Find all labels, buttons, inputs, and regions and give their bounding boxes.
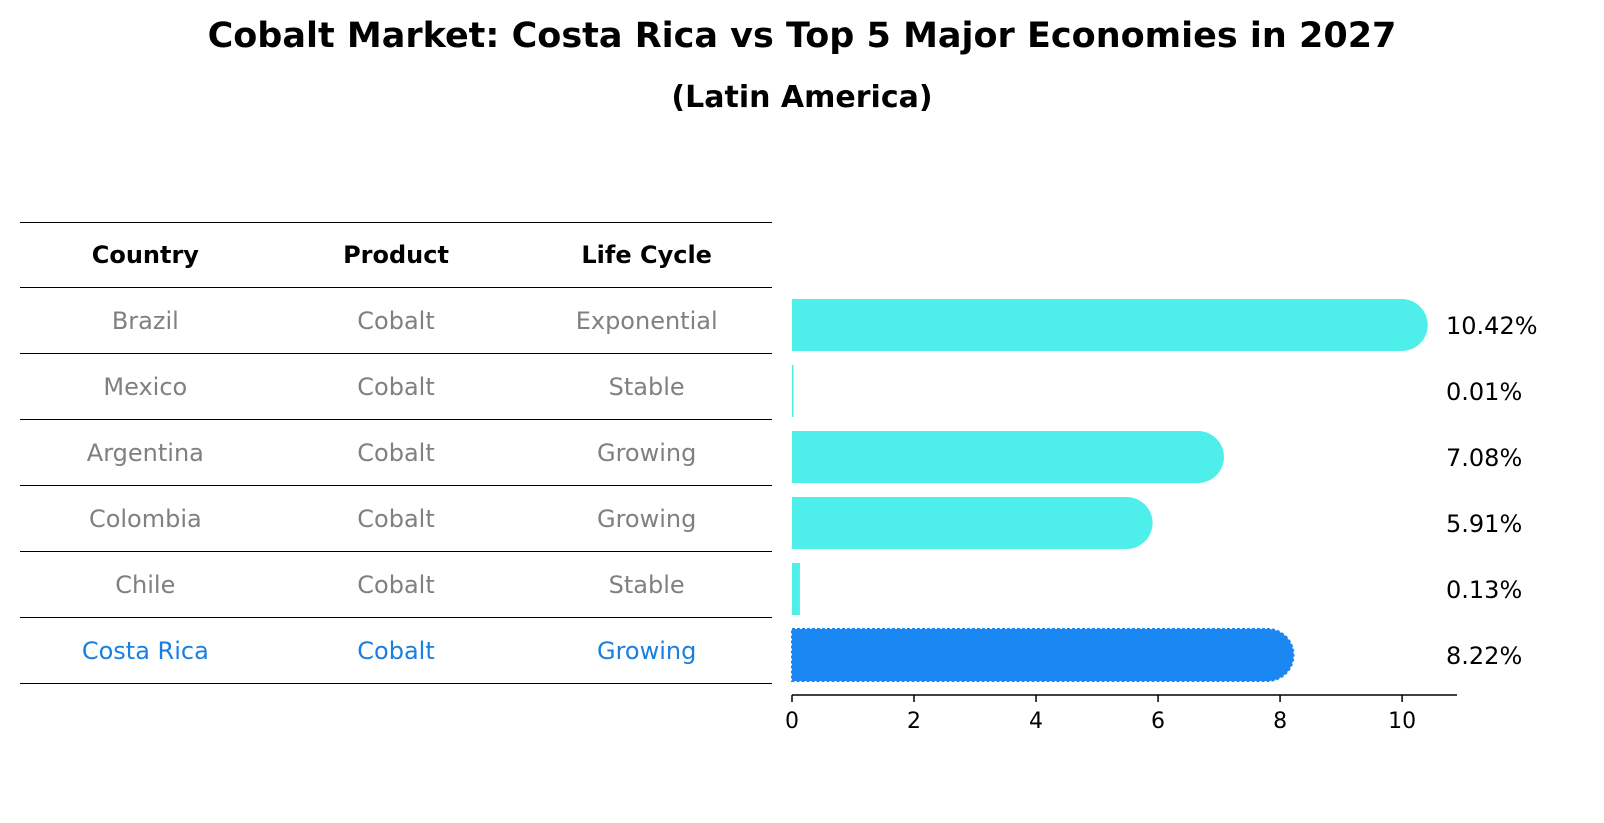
chart-subtitle: (Latin America)	[671, 80, 933, 115]
x-tick-label: 2	[907, 709, 921, 730]
cell-country: Argentina	[86, 438, 204, 467]
value-label: 0.13%	[1446, 576, 1522, 604]
bar-costa-rica	[791, 628, 1295, 682]
value-label: 8.22%	[1446, 642, 1522, 670]
header-country: Country	[91, 241, 199, 269]
table-row: Argentina Cobalt Growing	[20, 420, 772, 486]
x-tick-label: 10	[1388, 709, 1416, 730]
data-table: Country Product Life Cycle Brazil Cobalt…	[20, 222, 772, 684]
x-tick-label: 8	[1273, 709, 1287, 730]
cell-country: Brazil	[111, 306, 179, 335]
cell-product: Cobalt	[357, 306, 435, 335]
bar-mexico	[792, 365, 794, 417]
x-tick-label: 4	[1029, 709, 1043, 730]
cell-country: Colombia	[88, 504, 202, 533]
bar-chart: 10.42% 0.01% 7.08% 5.91% 0.13% 8.22% 0 2 4 6 8 10	[785, 299, 1538, 730]
cell-country: Mexico	[103, 372, 188, 401]
cell-product: Cobalt	[357, 636, 435, 665]
cell-life-cycle: Growing	[596, 636, 697, 665]
cell-product: Cobalt	[357, 372, 435, 401]
cell-life-cycle: Stable	[608, 372, 685, 401]
table-row: Chile Cobalt Stable	[20, 552, 772, 618]
cell-product: Cobalt	[357, 504, 435, 533]
cell-country: Chile	[115, 570, 176, 599]
table-row: Colombia Cobalt Growing	[20, 486, 772, 552]
table-row-highlight: Costa Rica Cobalt Growing	[20, 618, 772, 684]
x-tick-label: 0	[785, 709, 799, 730]
header-life-cycle: Life Cycle	[581, 241, 712, 269]
cell-life-cycle: Stable	[608, 570, 685, 599]
cell-product: Cobalt	[357, 570, 435, 599]
cell-life-cycle: Growing	[596, 438, 697, 467]
cell-country: Costa Rica	[81, 636, 209, 665]
table-row: Mexico Cobalt Stable	[20, 354, 772, 420]
table-row: Brazil Cobalt Exponential	[20, 288, 772, 354]
bar-colombia	[792, 497, 1153, 549]
x-tick-label: 6	[1151, 709, 1165, 730]
cell-product: Cobalt	[357, 438, 435, 467]
value-label: 7.08%	[1446, 444, 1522, 472]
value-label: 5.91%	[1446, 510, 1522, 538]
chart-title: Cobalt Market: Costa Rica vs Top 5 Major…	[207, 16, 1397, 56]
cell-life-cycle: Growing	[596, 504, 697, 533]
value-label: 10.42%	[1446, 312, 1538, 340]
bar-chile	[792, 563, 800, 615]
bar-brazil	[792, 299, 1428, 351]
table-header-row: Country Product Life Cycle	[20, 222, 772, 288]
bar-argentina	[792, 431, 1224, 483]
header-product: Product	[343, 241, 449, 269]
cell-life-cycle: Exponential	[575, 306, 718, 335]
value-label: 0.01%	[1446, 378, 1522, 406]
